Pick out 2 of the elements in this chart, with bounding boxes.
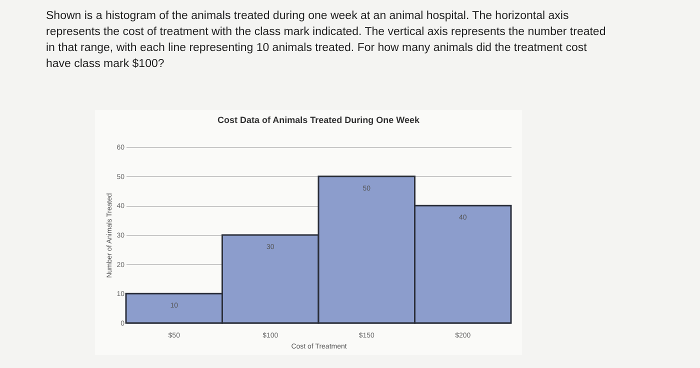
chart-title: Cost Data of Animals Treated During One Week (217, 115, 421, 125)
text: Shown is a histogram of the animals treated during one week at an animal hospital. The horizontal axis represents the cost of treatment with the class mark indicated. The vertical axis represents the number treated in that range, with each line representing 10 animals treated. For how many animals did the treatment cost have class mark $100? (46, 9, 606, 72)
